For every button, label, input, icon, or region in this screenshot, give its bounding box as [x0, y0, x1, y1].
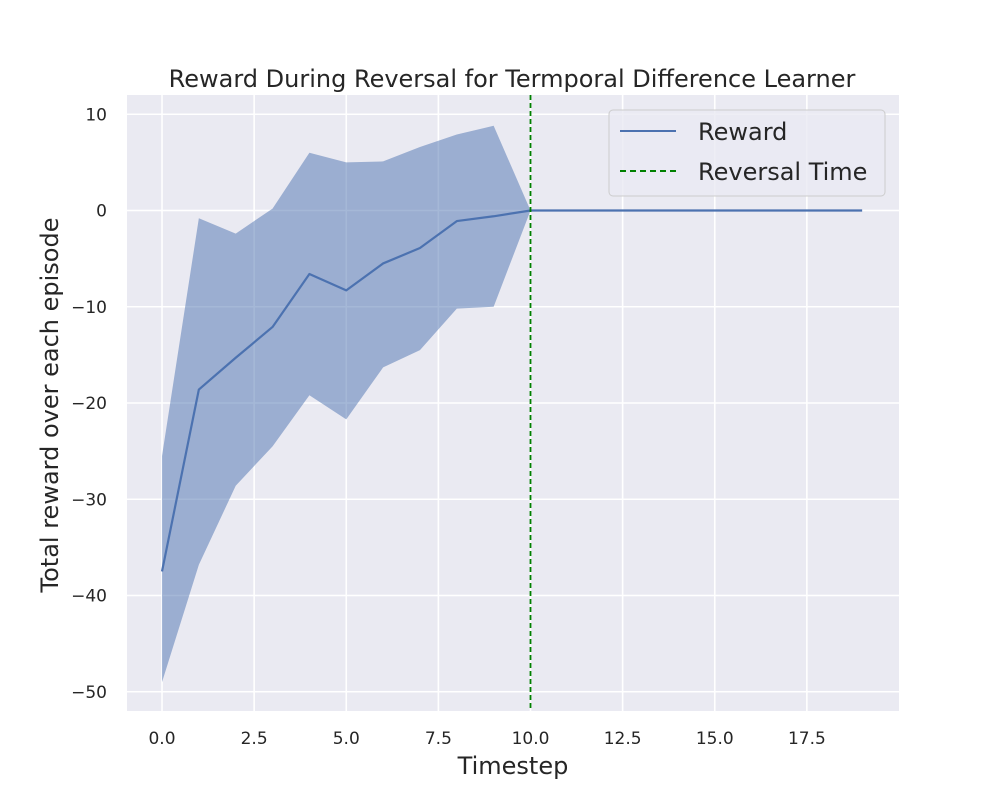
y-ticks: 10 0 −10 −20 −30 −40 −50 [71, 105, 107, 703]
legend-reversal-label: Reversal Time [698, 158, 867, 186]
x-tick-label: 0.0 [148, 729, 175, 749]
x-tick-label: 12.5 [604, 729, 642, 749]
y-tick-label: −20 [71, 394, 107, 414]
x-tick-label: 2.5 [241, 729, 268, 749]
legend: Reward Reversal Time [608, 109, 886, 197]
reward-line [160, 209, 863, 572]
y-tick-label: 0 [96, 202, 107, 222]
x-tick-label: 10.0 [512, 729, 550, 749]
y-axis-label: Total reward over each episode [36, 218, 64, 594]
x-axis-label: Timestep [457, 752, 569, 780]
x-tick-label: 5.0 [333, 729, 360, 749]
chart-title: Reward During Reversal for Termporal Dif… [169, 65, 856, 93]
y-tick-label: −40 [71, 587, 107, 607]
y-tick-label: −10 [71, 298, 107, 318]
line-layer [160, 95, 863, 711]
y-tick-label: 10 [85, 105, 107, 125]
confidence-band-layer [162, 125, 531, 683]
legend-reward-label: Reward [698, 118, 787, 146]
y-tick-label: −50 [71, 683, 107, 703]
x-ticks: 0.0 2.5 5.0 7.5 10.0 12.5 15.0 17.5 [148, 729, 825, 749]
x-tick-label: 7.5 [425, 729, 452, 749]
x-tick-label: 17.5 [788, 729, 826, 749]
reward-confidence-band [162, 125, 531, 683]
x-tick-label: 15.0 [696, 729, 734, 749]
y-tick-label: −30 [71, 490, 107, 510]
legend-box [608, 109, 886, 197]
